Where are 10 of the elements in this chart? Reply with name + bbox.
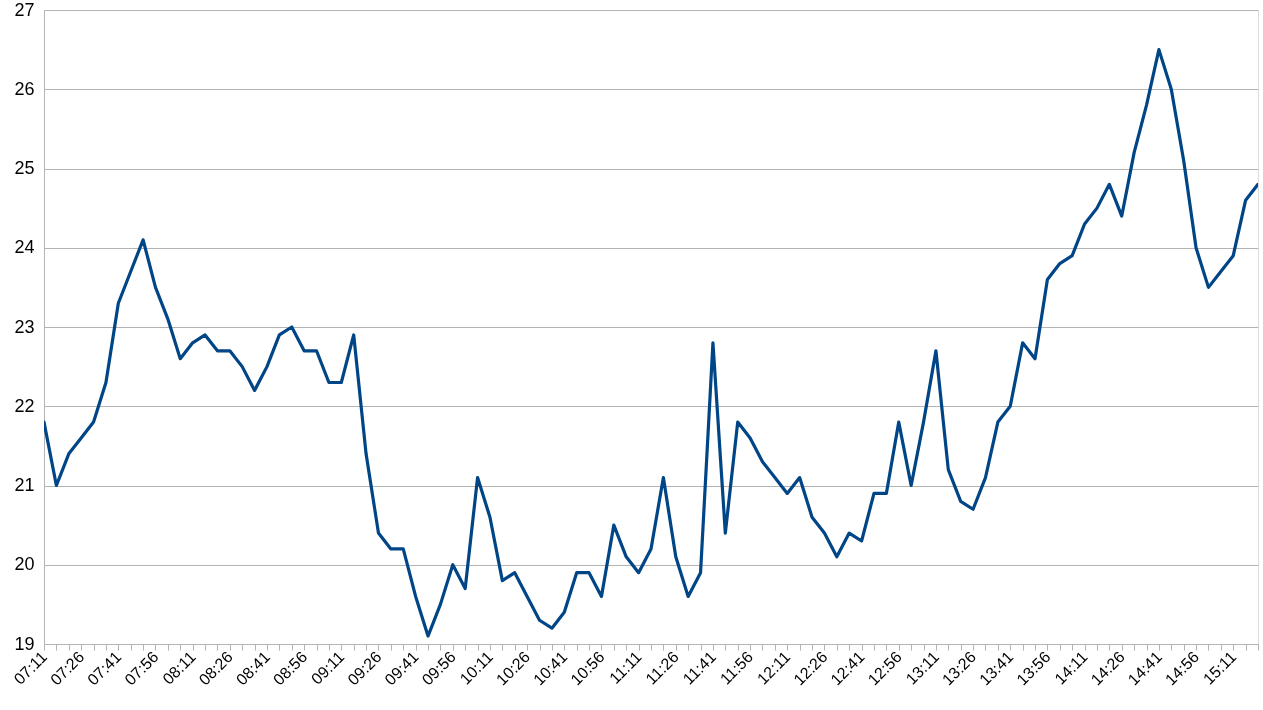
- line-series: [44, 48, 1258, 638]
- y-tick-label: 21: [14, 475, 35, 495]
- y-tick-label: 19: [14, 633, 35, 654]
- y-tick-label: 22: [14, 395, 35, 416]
- y-tick-label: 25: [14, 158, 35, 178]
- y-tick-label: 20: [14, 554, 35, 575]
- y-tick-label: 27: [14, 0, 35, 20]
- y-tick-label: 26: [14, 78, 35, 99]
- y-tick-label: 24: [14, 237, 35, 258]
- y-tick-label: 23: [14, 316, 35, 337]
